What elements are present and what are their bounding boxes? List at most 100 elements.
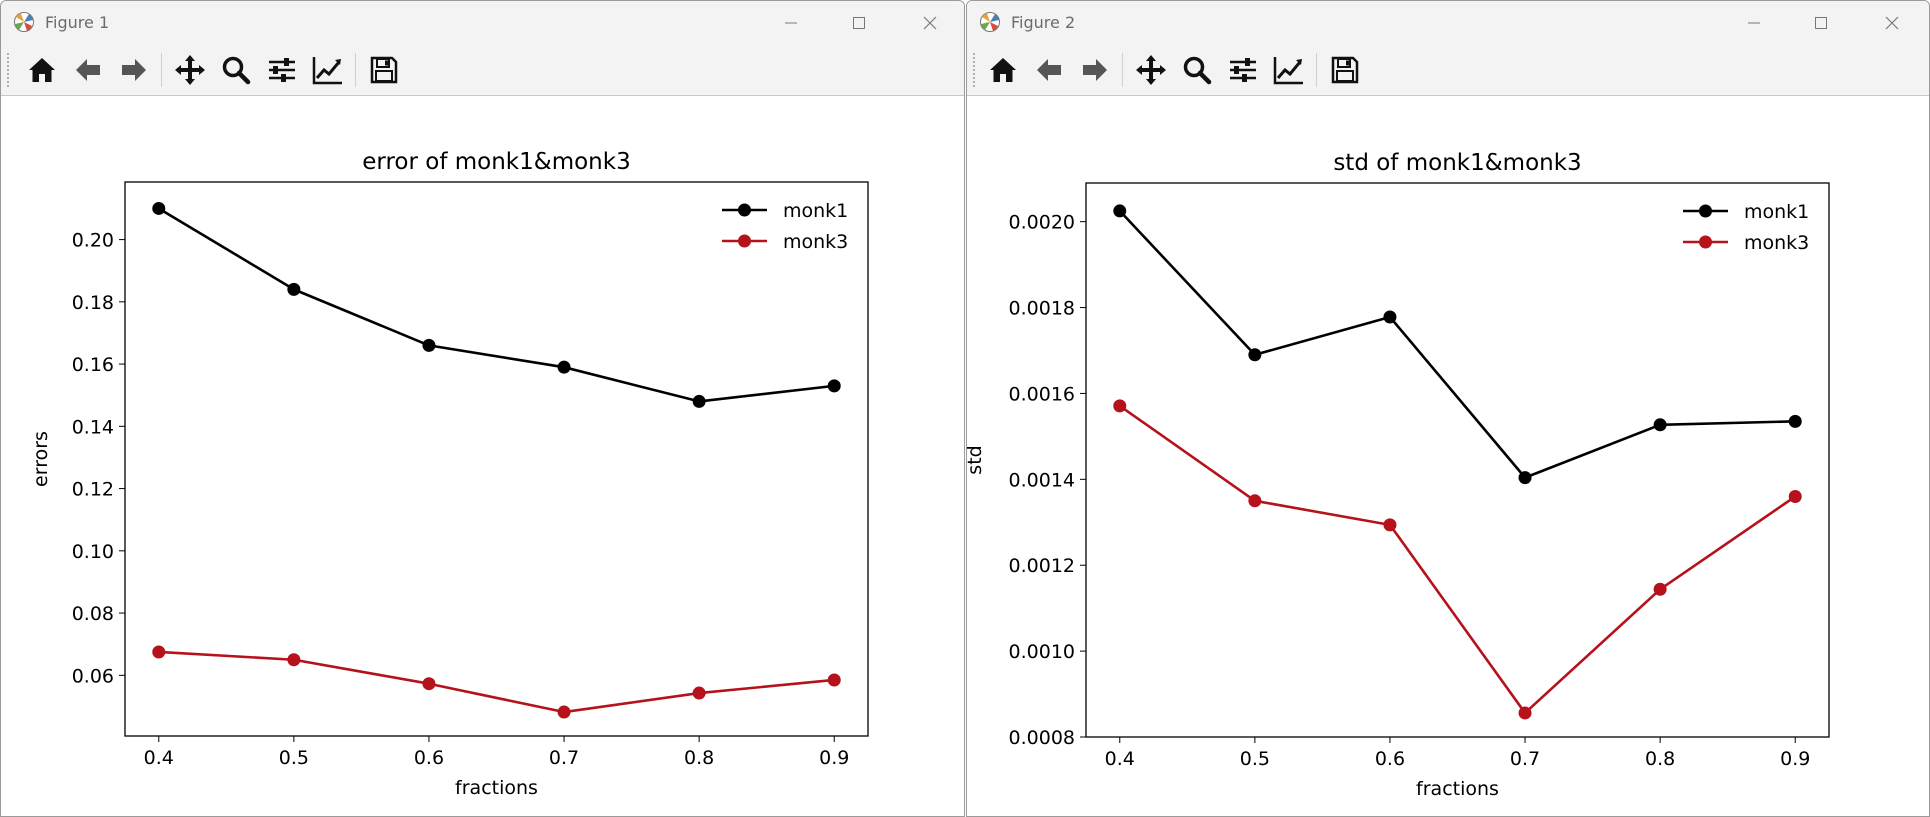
save-button[interactable] xyxy=(1328,53,1362,87)
y-tick-label: 0.0010 xyxy=(1009,641,1075,663)
matplotlib-app-icon xyxy=(14,12,34,32)
x-tick-label: 0.7 xyxy=(549,747,579,769)
series-line-monk1 xyxy=(1118,210,1796,479)
data-point-monk3 xyxy=(1788,490,1802,504)
legend-marker-monk3 xyxy=(738,234,751,248)
plot-area-frame xyxy=(1085,182,1830,738)
close-button[interactable] xyxy=(1869,5,1915,41)
legend-label-monk3: monk3 xyxy=(1744,232,1809,254)
title-bar[interactable]: Figure 1 xyxy=(1,1,964,45)
data-point-monk1 xyxy=(1383,310,1397,324)
zoom-button[interactable] xyxy=(219,53,253,87)
title-bar[interactable]: Figure 2 xyxy=(967,1,1929,45)
data-point-monk3 xyxy=(1248,494,1262,508)
zoom-icon xyxy=(222,56,251,85)
zoom-button[interactable] xyxy=(1180,53,1214,87)
y-tick-label: 0.0008 xyxy=(1009,727,1075,749)
y-tick-label: 0.0012 xyxy=(1009,555,1075,577)
zoom-icon xyxy=(1183,56,1212,85)
data-point-monk1 xyxy=(1518,471,1532,485)
toolbar-separator xyxy=(1122,53,1123,87)
toolbar-grip[interactable] xyxy=(973,53,978,87)
navigation-toolbar xyxy=(1,45,964,96)
forward-button[interactable] xyxy=(1078,53,1112,87)
maximize-button[interactable] xyxy=(1798,5,1844,41)
legend-label-monk3: monk3 xyxy=(783,231,848,253)
chart-error: error of monk1&monk3 0.4 0.5 0.6 0.7 0.8 0.9 0.… xyxy=(30,149,869,799)
pan-button[interactable] xyxy=(173,53,207,87)
save-button[interactable] xyxy=(367,53,401,87)
home-button[interactable] xyxy=(25,53,59,87)
data-point-monk3 xyxy=(1518,706,1532,720)
data-point-monk1 xyxy=(422,338,436,352)
x-tick-label: 0.4 xyxy=(1105,748,1135,770)
save-icon xyxy=(1331,56,1359,84)
edit-axis-icon xyxy=(312,57,342,85)
navigation-toolbar xyxy=(967,45,1929,96)
toolbar-separator xyxy=(161,53,162,87)
data-point-monk1 xyxy=(1113,204,1127,218)
x-axis-label: fractions xyxy=(1416,778,1499,800)
move-icon xyxy=(175,55,205,85)
data-point-monk1 xyxy=(827,379,841,393)
minimize-button[interactable] xyxy=(1731,5,1777,41)
x-tick-label: 0.9 xyxy=(1780,748,1810,770)
forward-button[interactable] xyxy=(117,53,151,87)
y-tick-label: 0.16 xyxy=(72,354,114,376)
edit-axis-button[interactable] xyxy=(1272,53,1306,87)
legend-label-monk1: monk1 xyxy=(1744,201,1809,223)
minimize-icon xyxy=(785,22,797,24)
y-tick-label: 0.0016 xyxy=(1009,383,1075,405)
forward-arrow-icon xyxy=(1083,59,1107,81)
data-point-monk3 xyxy=(422,677,436,691)
data-point-monk3 xyxy=(152,645,166,659)
data-point-monk1 xyxy=(1788,414,1802,428)
legend-label-monk1: monk1 xyxy=(783,200,848,222)
data-point-monk3 xyxy=(1383,518,1397,532)
legend-marker-monk3 xyxy=(1699,235,1712,249)
save-icon xyxy=(370,56,398,84)
x-tick-label: 0.4 xyxy=(144,747,174,769)
figure-2-window: Figure 2 xyxy=(966,0,1930,817)
chart-title: error of monk1&monk3 xyxy=(362,149,630,175)
y-axis-label: std xyxy=(967,445,986,474)
series-line-monk1 xyxy=(158,207,835,403)
pan-button[interactable] xyxy=(1134,53,1168,87)
home-button[interactable] xyxy=(986,53,1020,87)
maximize-button[interactable] xyxy=(836,5,882,41)
maximize-icon xyxy=(853,17,865,29)
configure-subplots-button[interactable] xyxy=(265,53,299,87)
toolbar-grip[interactable] xyxy=(7,53,12,87)
x-tick-label: 0.6 xyxy=(414,747,444,769)
legend-marker-monk1 xyxy=(738,203,751,217)
close-icon xyxy=(1885,16,1899,30)
figure-canvas[interactable]: std of monk1&monk3 0.4 0.5 0.6 0.7 0.8 0.9 0.00… xyxy=(967,96,1929,816)
back-button[interactable] xyxy=(71,53,105,87)
data-point-monk3 xyxy=(1113,399,1127,413)
y-tick-label: 0.12 xyxy=(72,479,114,501)
series-line-monk3 xyxy=(1119,404,1796,715)
window-title: Figure 2 xyxy=(1011,13,1076,32)
data-point-monk3 xyxy=(1653,582,1667,596)
data-point-monk1 xyxy=(287,282,301,296)
chart-std: std of monk1&monk3 0.4 0.5 0.6 0.7 0.8 0.9 0.00… xyxy=(967,150,1830,800)
chart-title: std of monk1&monk3 xyxy=(1333,150,1581,176)
window-title: Figure 1 xyxy=(45,13,110,32)
x-tick-label: 0.8 xyxy=(1645,748,1675,770)
y-tick-label: 0.08 xyxy=(72,603,114,625)
plot-area-frame xyxy=(124,181,869,737)
forward-arrow-icon xyxy=(122,59,146,81)
x-axis-label: fractions xyxy=(455,777,538,799)
figure-canvas[interactable]: error of monk1&monk3 0.4 0.5 0.6 0.7 0.8 0.9 0.… xyxy=(1,96,964,816)
edit-axis-button[interactable] xyxy=(311,53,345,87)
back-button[interactable] xyxy=(1032,53,1066,87)
back-arrow-icon xyxy=(1037,59,1061,81)
close-button[interactable] xyxy=(907,5,953,41)
minimize-button[interactable] xyxy=(768,5,814,41)
matplotlib-app-icon xyxy=(980,12,1000,32)
y-tick-label: 0.20 xyxy=(72,230,114,252)
data-point-monk3 xyxy=(827,673,841,687)
configure-subplots-button[interactable] xyxy=(1226,53,1260,87)
maximize-icon xyxy=(1815,17,1827,29)
series-line-monk3 xyxy=(158,650,835,714)
